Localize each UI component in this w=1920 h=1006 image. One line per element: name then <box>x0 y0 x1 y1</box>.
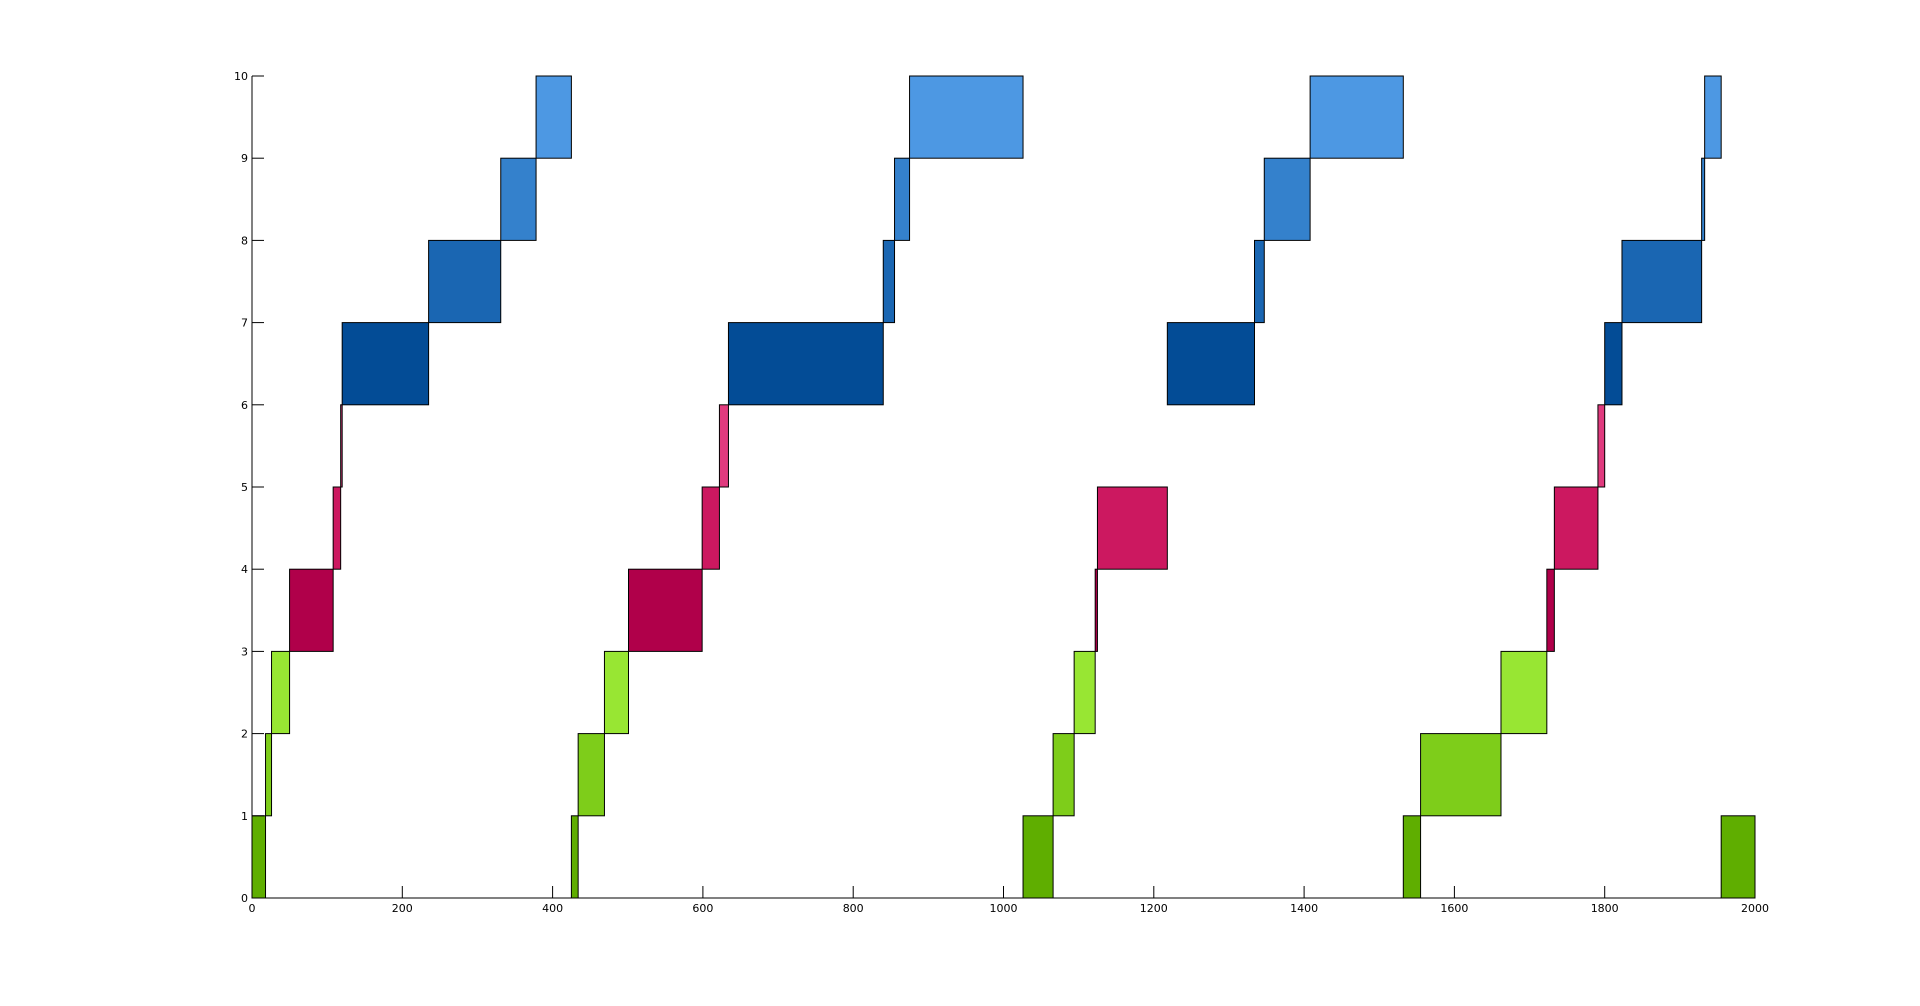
y-axis: 0 1 2 3 4 5 6 7 8 9 10 <box>234 70 264 905</box>
x-tick-label: 200 <box>392 902 413 915</box>
segment-bar <box>1597 404 1606 488</box>
x-tick-label: 2000 <box>1741 902 1769 915</box>
segment-bar <box>1553 486 1599 570</box>
y-tick-label: 8 <box>241 234 248 247</box>
segment-bar <box>603 650 630 735</box>
segment-bar <box>428 239 502 324</box>
x-tick-label: 1000 <box>990 902 1018 915</box>
plot-marks <box>251 75 1756 899</box>
y-tick-label: 0 <box>241 892 248 905</box>
segment-bar <box>271 650 291 735</box>
y-tick-label: 4 <box>241 563 248 576</box>
segment-bar <box>1309 75 1404 159</box>
segment-bar <box>1420 733 1502 817</box>
segment-bar <box>577 733 605 817</box>
y-tick-label: 1 <box>241 810 248 823</box>
segment-bar <box>628 568 703 652</box>
segment-bar <box>909 75 1024 159</box>
segment-bar <box>251 815 267 899</box>
segment-bar <box>570 815 579 899</box>
y-tick-label: 5 <box>241 481 248 494</box>
segment-bar <box>1094 568 1098 652</box>
segment-bar <box>701 486 720 570</box>
y-tick-label: 9 <box>241 152 248 165</box>
segment-bar <box>1166 322 1255 406</box>
segment-bar <box>341 322 430 406</box>
segment-bar <box>289 568 334 652</box>
segment-bar <box>535 75 572 159</box>
segment-bar <box>1720 815 1756 899</box>
x-tick-label: 800 <box>843 902 864 915</box>
segment-bar <box>500 157 537 241</box>
y-tick-label: 3 <box>241 645 248 658</box>
segment-bar <box>1073 650 1096 735</box>
segment-bar <box>1022 815 1054 899</box>
y-tick-label: 2 <box>241 728 248 741</box>
y-tick-label: 6 <box>241 399 248 412</box>
segment-bar <box>1704 75 1722 159</box>
segment-bar <box>1621 239 1703 324</box>
segment-bar <box>1701 157 1706 241</box>
segment-bar <box>1254 239 1265 324</box>
segment-bar <box>882 239 896 324</box>
segment-bar <box>718 404 729 488</box>
x-tick-label: 600 <box>692 902 713 915</box>
segment-bar <box>727 322 884 406</box>
x-tick-label: 1800 <box>1591 902 1619 915</box>
segment-bar <box>332 486 342 570</box>
segment-bar <box>1604 322 1623 406</box>
y-tick-label: 7 <box>241 317 248 330</box>
x-tick-label: 0 <box>249 902 256 915</box>
segment-bar <box>1500 650 1548 735</box>
segment-bar <box>265 733 273 817</box>
segment-bar <box>1402 815 1422 899</box>
segment-bar <box>340 404 343 488</box>
x-tick-label: 1200 <box>1140 902 1168 915</box>
y-tick-label: 10 <box>234 70 248 83</box>
segment-bar <box>1546 568 1555 652</box>
x-tick-label: 400 <box>542 902 563 915</box>
x-axis: 0 200 400 600 800 1000 1200 1400 1600 1800 2000 <box>249 886 1769 915</box>
segment-bar <box>1096 486 1168 570</box>
segment-bar <box>894 157 911 241</box>
segment-bar <box>1263 157 1311 241</box>
x-tick-label: 1400 <box>1290 902 1318 915</box>
x-tick-label: 1600 <box>1440 902 1468 915</box>
segment-bar <box>1052 733 1075 817</box>
